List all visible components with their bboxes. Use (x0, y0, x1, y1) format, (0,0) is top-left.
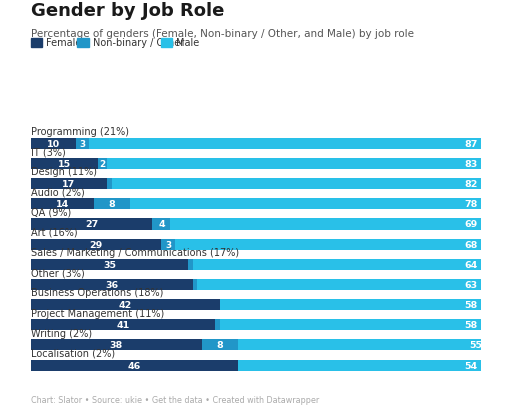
Text: 63: 63 (464, 280, 478, 289)
Bar (31, 259, 188, 270)
Bar (31, 219, 153, 230)
Bar (76, 138, 89, 149)
Text: Project Management (11%): Project Management (11%) (31, 308, 164, 318)
Text: 83: 83 (464, 160, 478, 169)
Bar (98, 159, 108, 170)
Bar (153, 219, 170, 230)
Text: Male: Male (176, 38, 199, 48)
Bar (216, 319, 220, 330)
Text: 29: 29 (90, 240, 103, 249)
Bar (31, 360, 238, 371)
Bar (31, 319, 216, 330)
Text: Writing (2%): Writing (2%) (31, 328, 92, 338)
Text: 36: 36 (105, 280, 118, 289)
Text: QA (9%): QA (9%) (31, 207, 71, 217)
Text: Localisation (2%): Localisation (2%) (31, 348, 115, 358)
Text: 68: 68 (464, 240, 478, 249)
Bar (108, 179, 112, 190)
Bar (94, 199, 130, 210)
Bar (193, 279, 198, 290)
Text: Art (16%): Art (16%) (31, 227, 77, 237)
Text: 41: 41 (116, 321, 130, 330)
Bar (31, 159, 98, 170)
Bar (170, 219, 481, 230)
Text: Percentage of genders (Female, Non-binary / Other, and Male) by job role: Percentage of genders (Female, Non-binar… (31, 29, 414, 38)
Bar (198, 279, 481, 290)
Text: 14: 14 (56, 200, 69, 209)
Text: 27: 27 (85, 220, 98, 229)
Text: 69: 69 (464, 220, 478, 229)
Text: Audio (2%): Audio (2%) (31, 187, 84, 197)
Text: 58: 58 (464, 300, 478, 309)
Text: 78: 78 (464, 200, 478, 209)
Text: 2: 2 (100, 160, 106, 169)
Text: 38: 38 (110, 341, 123, 350)
Bar (31, 339, 202, 351)
Text: 8: 8 (109, 200, 115, 209)
Text: 82: 82 (464, 180, 478, 189)
Text: 54: 54 (464, 361, 478, 370)
Text: 35: 35 (103, 260, 116, 269)
Text: Design (11%): Design (11%) (31, 167, 97, 177)
Text: Chart: Slator • Source: ukie • Get the data • Created with Datawrapper: Chart: Slator • Source: ukie • Get the d… (31, 395, 319, 404)
Bar (31, 299, 220, 310)
Bar (31, 179, 108, 190)
Text: Business Operations (18%): Business Operations (18%) (31, 288, 163, 298)
Text: Female: Female (46, 38, 81, 48)
Text: IT (3%): IT (3%) (31, 147, 66, 157)
Bar (188, 259, 193, 270)
Bar (112, 179, 481, 190)
Bar (161, 239, 175, 250)
Bar (193, 259, 481, 270)
Bar (31, 279, 193, 290)
Text: 55: 55 (469, 341, 482, 350)
Bar (31, 138, 76, 149)
Bar (108, 159, 481, 170)
Text: Sales / Marketing / Communications (17%): Sales / Marketing / Communications (17%) (31, 247, 239, 258)
Text: 58: 58 (464, 321, 478, 330)
Bar (220, 319, 481, 330)
Text: 87: 87 (464, 139, 478, 148)
Text: 3: 3 (165, 240, 171, 249)
Bar (31, 199, 94, 210)
Text: 3: 3 (79, 139, 86, 148)
Bar (89, 138, 481, 149)
Text: Programming (21%): Programming (21%) (31, 127, 129, 137)
Text: 64: 64 (464, 260, 478, 269)
Bar (130, 199, 481, 210)
Bar (220, 299, 481, 310)
Text: 46: 46 (127, 361, 141, 370)
Text: Non-binary / Other: Non-binary / Other (93, 38, 184, 48)
Text: 15: 15 (58, 160, 71, 169)
Bar (238, 339, 486, 351)
Bar (202, 339, 238, 351)
Text: Other (3%): Other (3%) (31, 267, 84, 278)
Text: 4: 4 (158, 220, 165, 229)
Bar (31, 239, 161, 250)
Text: 42: 42 (119, 300, 132, 309)
Text: 10: 10 (47, 139, 60, 148)
Bar (175, 239, 481, 250)
Text: Gender by Job Role: Gender by Job Role (31, 2, 224, 20)
Text: 8: 8 (217, 341, 223, 350)
Text: 17: 17 (62, 180, 76, 189)
Bar (238, 360, 481, 371)
